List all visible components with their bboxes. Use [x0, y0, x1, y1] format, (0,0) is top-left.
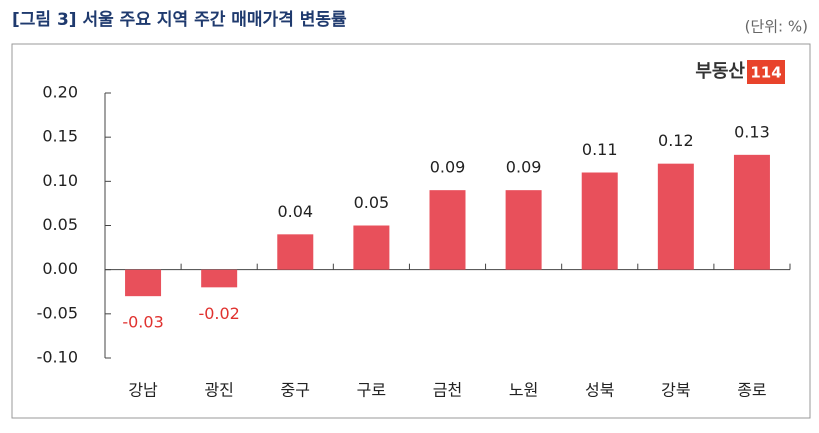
logo-text: 부동산 [695, 61, 745, 82]
value-label: 0.04 [277, 202, 313, 221]
value-label: 0.05 [354, 193, 390, 212]
bar [277, 234, 314, 270]
y-tick-label: 0.10 [42, 171, 78, 190]
x-tick-label: 중구 [281, 381, 310, 400]
value-label: 0.11 [582, 140, 618, 159]
x-tick-label: 종로 [737, 381, 766, 400]
x-tick-label: 구로 [357, 381, 386, 400]
bar [125, 269, 162, 297]
x-tick-label: 성북 [585, 381, 614, 400]
x-tick-label: 강북 [661, 381, 690, 400]
value-label: 0.12 [658, 131, 694, 150]
bar [581, 172, 618, 270]
logo-badge-box [747, 60, 785, 84]
bar [505, 190, 542, 270]
bar [657, 163, 694, 270]
y-tick-label: 0.20 [42, 83, 78, 102]
y-tick-label: 0.15 [42, 127, 78, 146]
bar [201, 269, 238, 288]
logo-badge: 114 [750, 64, 781, 82]
x-tick-label: 강남 [128, 381, 158, 400]
chart-title: [그림 3] 서울 주요 지역 주간 매매가격 변동률 [12, 10, 347, 30]
value-label: 0.09 [506, 158, 542, 177]
y-tick-label: 0.00 [42, 259, 78, 278]
value-label: -0.03 [122, 313, 163, 332]
y-tick-label: -0.05 [37, 303, 78, 322]
chart-frame [11, 43, 811, 419]
value-label: 0.13 [734, 122, 770, 141]
bar [353, 225, 390, 270]
x-tick-label: 광진 [204, 381, 233, 400]
value-label: -0.02 [198, 304, 239, 323]
x-tick-label: 금천 [433, 381, 462, 400]
y-tick-label: 0.05 [42, 215, 78, 234]
y-tick-label: -0.10 [37, 348, 78, 367]
bar [733, 154, 770, 270]
unit-label: (단위: %) [745, 18, 808, 36]
bar [429, 190, 466, 270]
x-tick-label: 노원 [509, 381, 538, 400]
value-label: 0.09 [430, 158, 466, 177]
